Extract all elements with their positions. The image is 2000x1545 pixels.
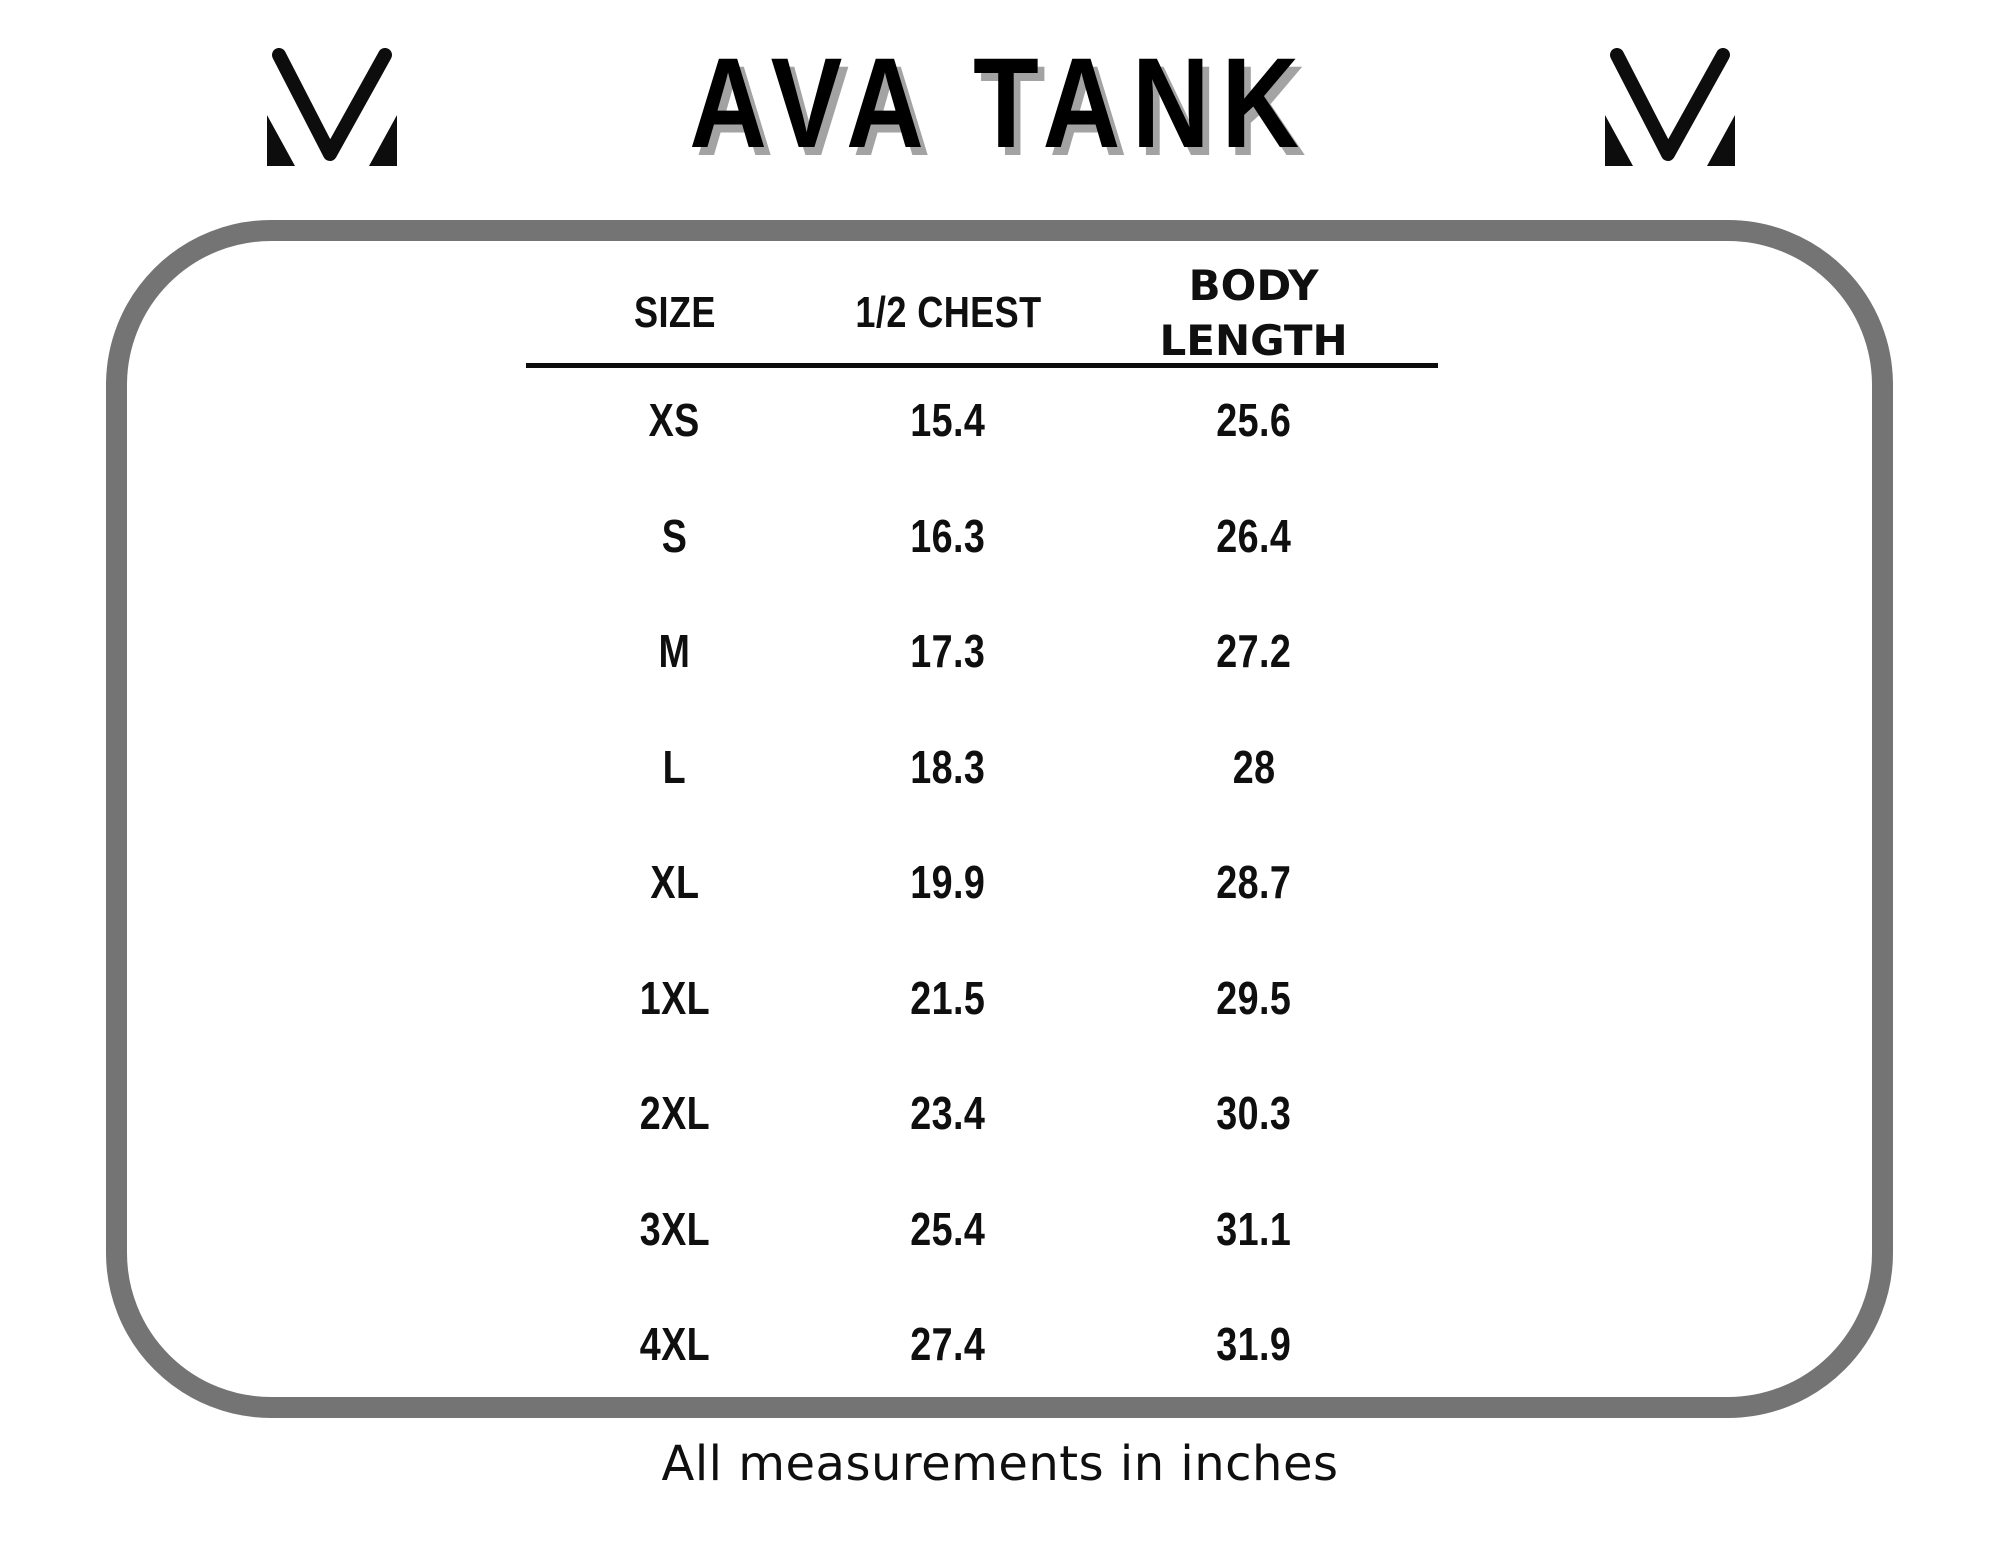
half-chest-cell: 16.3: [825, 509, 1071, 563]
table-row: 1XL 21.5 29.5: [524, 968, 1436, 1028]
size-cell: 2XL: [524, 1086, 825, 1140]
size-cell: 4XL: [524, 1317, 825, 1371]
body-length-cell: 30.3: [1071, 1086, 1436, 1140]
size-cell-text: XL: [649, 856, 699, 908]
body-length-cell-text: 25.6: [1216, 394, 1292, 446]
size-cell: XS: [524, 393, 825, 447]
half-chest-cell: 23.4: [825, 1086, 1071, 1140]
half-chest-cell-text: 18.3: [910, 741, 986, 793]
half-chest-cell-text: 19.9: [910, 856, 986, 908]
chart-frame: [106, 220, 1893, 1418]
size-cell-text: 4XL: [639, 1318, 710, 1370]
body-length-cell-text: 31.9: [1216, 1318, 1292, 1370]
brand-logo-right: [1605, 48, 1735, 166]
body-length-cell-text: 31.1: [1216, 1203, 1292, 1255]
col-header-body-length: BODY LENGTH: [1071, 258, 1436, 368]
measurement-note-text: All measurements in inches: [661, 1436, 1339, 1492]
table-header-row: SIZE 1/2 CHEST BODY LENGTH: [524, 253, 1436, 373]
size-cell: S: [524, 509, 825, 563]
size-cell-text: 1XL: [639, 972, 710, 1024]
brand-logo-left: [267, 48, 397, 166]
header-divider: [526, 363, 1438, 368]
size-cell: 3XL: [524, 1202, 825, 1256]
size-cell-text: L: [662, 741, 687, 793]
half-chest-cell-text: 17.3: [910, 625, 986, 677]
body-length-cell-text: 26.4: [1216, 510, 1292, 562]
m-mark-icon: [1605, 48, 1735, 166]
size-cell-text: 2XL: [639, 1087, 710, 1139]
table-row: L 18.3 28: [524, 737, 1436, 797]
body-length-cell: 26.4: [1071, 509, 1436, 563]
size-cell: 1XL: [524, 971, 825, 1025]
size-cell-text: S: [661, 510, 688, 562]
size-cell-text: M: [658, 625, 691, 677]
body-length-cell: 28: [1071, 740, 1436, 794]
half-chest-cell: 17.3: [825, 624, 1071, 678]
size-cell: XL: [524, 855, 825, 909]
body-length-cell-text: 27.2: [1216, 625, 1292, 677]
col-header-size: SIZE: [524, 288, 825, 338]
half-chest-cell-text: 21.5: [910, 972, 986, 1024]
page-title-text: AVA TANK: [689, 32, 1311, 175]
half-chest-cell-text: 16.3: [910, 510, 986, 562]
size-cell-text: XS: [648, 394, 701, 446]
body-length-cell: 25.6: [1071, 393, 1436, 447]
table-row: XS 15.4 25.6: [524, 390, 1436, 450]
half-chest-cell-text: 15.4: [910, 394, 986, 446]
body-length-cell: 28.7: [1071, 855, 1436, 909]
table-row: M 17.3 27.2: [524, 621, 1436, 681]
body-length-cell-text: 29.5: [1216, 972, 1292, 1024]
measurement-note: All measurements in inches: [0, 1436, 2000, 1492]
col-header-body-length-label: BODY LENGTH: [1159, 261, 1348, 365]
half-chest-cell: 21.5: [825, 971, 1071, 1025]
half-chest-cell-text: 23.4: [910, 1087, 986, 1139]
body-length-cell: 31.9: [1071, 1317, 1436, 1371]
half-chest-cell-text: 25.4: [910, 1203, 986, 1255]
body-length-cell: 27.2: [1071, 624, 1436, 678]
col-header-size-label: SIZE: [633, 288, 716, 337]
table-row: S 16.3 26.4: [524, 506, 1436, 566]
size-cell: L: [524, 740, 825, 794]
table-row: XL 19.9 28.7: [524, 852, 1436, 912]
table-row: 2XL 23.4 30.3: [524, 1083, 1436, 1143]
body-length-cell-text: 28.7: [1216, 856, 1292, 908]
table-row: 3XL 25.4 31.1: [524, 1199, 1436, 1259]
half-chest-cell: 27.4: [825, 1317, 1071, 1371]
col-header-half-chest-label: 1/2 CHEST: [854, 288, 1042, 337]
body-length-cell-text: 30.3: [1216, 1087, 1292, 1139]
m-mark-icon: [267, 48, 397, 166]
size-cell-text: 3XL: [639, 1203, 710, 1255]
body-length-cell: 29.5: [1071, 971, 1436, 1025]
half-chest-cell-text: 27.4: [910, 1318, 986, 1370]
col-header-half-chest: 1/2 CHEST: [825, 288, 1071, 338]
page-title: AVA TANK: [0, 40, 2000, 168]
half-chest-cell: 18.3: [825, 740, 1071, 794]
half-chest-cell: 19.9: [825, 855, 1071, 909]
body-length-cell: 31.1: [1071, 1202, 1436, 1256]
table-row: 4XL 27.4 31.9: [524, 1314, 1436, 1374]
body-length-cell-text: 28: [1232, 741, 1275, 793]
half-chest-cell: 15.4: [825, 393, 1071, 447]
size-cell: M: [524, 624, 825, 678]
half-chest-cell: 25.4: [825, 1202, 1071, 1256]
